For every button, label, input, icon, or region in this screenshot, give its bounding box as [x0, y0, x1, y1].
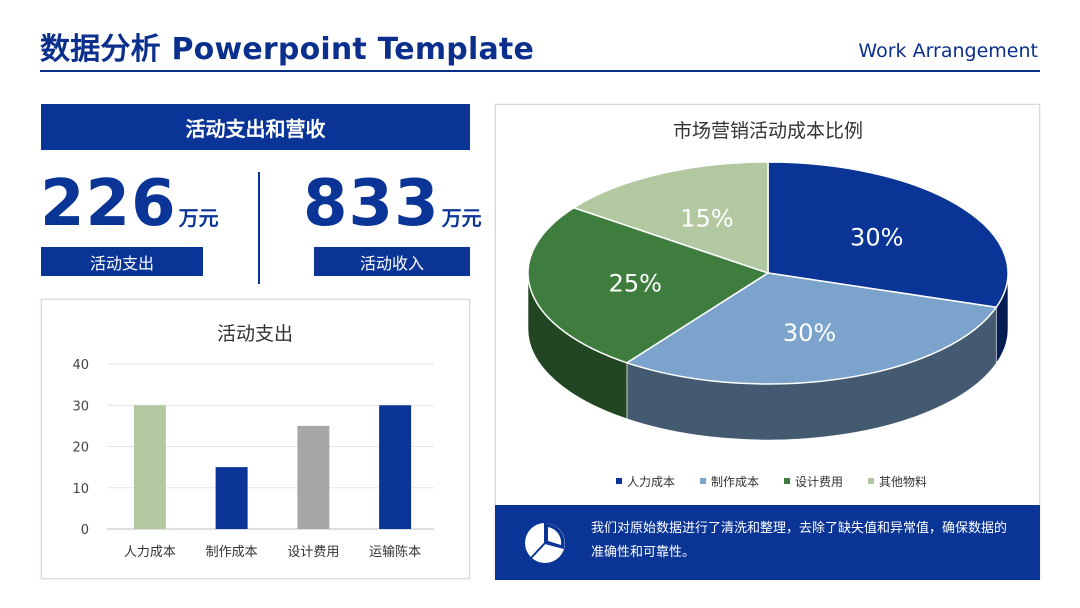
kpi-expense-unit: 万元 [178, 206, 219, 230]
pie-slice [527, 206, 770, 364]
kpi-income-unit: 万元 [441, 206, 482, 230]
pie-legend-swatch [700, 478, 706, 484]
bar-chart-title: 活动支出 [217, 323, 293, 345]
kpi-income: 833 万元 [303, 172, 482, 236]
bar [379, 405, 412, 529]
title-divider [40, 70, 1040, 72]
pie-legend-swatch [616, 478, 622, 484]
kpi-income-value: 833 [303, 167, 440, 241]
pie-chart: 市场营销活动成本比例 30% 30% 25% 15% 人力成本 制作成本 设计费用 其他物料 [527, 120, 1009, 489]
bar-x-tick-label: 人力成本 [124, 545, 176, 560]
pie-data-label: 25% [609, 270, 662, 298]
bar-x-tick-label: 制作成本 [206, 545, 258, 560]
bar-y-tick-label: 20 [72, 441, 89, 456]
kpi-expense: 226 万元 [40, 172, 219, 236]
insight-note-text: 我们对原始数据进行了清洗和整理，去除了缺失值和异常值，确保数据的准确性和可靠性。 [591, 521, 1008, 560]
pie-data-label: 15% [680, 205, 733, 233]
kpi-expense-value: 226 [40, 167, 177, 241]
pie-legend-label: 人力成本 [627, 475, 675, 489]
pie-chart-card: 市场营销活动成本比例 30% 30% 25% 15% 人力成本 制作成本 设计费用 其他物料 [495, 104, 1040, 580]
bar-y-tick-label: 40 [72, 358, 89, 373]
kpi-expense-label: 活动支出 [41, 247, 203, 276]
bar-chart-card: 活动支出 0 10 20 30 40 人力成本 制作成本 设计费用 运输陈本 [41, 299, 470, 579]
bar [133, 405, 166, 529]
pie-chart-icon [525, 523, 565, 563]
bar-chart: 活动支出 0 10 20 30 40 人力成本 制作成本 设计费用 运输陈本 [72, 323, 434, 560]
pie-legend-swatch [868, 478, 874, 484]
pie-data-label: 30% [783, 319, 836, 347]
kpi-income-label: 活动收入 [314, 247, 470, 276]
summary-banner: 活动支出和营收 [41, 104, 470, 150]
bar-x-tick-label: 运输陈本 [369, 544, 421, 560]
insight-note: 我们对原始数据进行了清洗和整理，去除了缺失值和异常值，确保数据的准确性和可靠性。 [495, 505, 1040, 580]
pie-slice [625, 272, 998, 385]
bar-y-tick-label: 10 [72, 482, 89, 497]
kpi-divider [258, 172, 260, 284]
pie-legend-label: 制作成本 [711, 475, 759, 489]
pie-legend-label: 其他物料 [879, 475, 927, 489]
bar [297, 425, 330, 529]
pie-data-label: 30% [850, 223, 903, 251]
pie-slice [767, 161, 1009, 309]
pie-slice [572, 161, 769, 275]
page-subtitle: Work Arrangement [858, 40, 1038, 62]
pie-chart-title: 市场营销活动成本比例 [673, 120, 863, 142]
page-title: 数据分析 Powerpoint Template [40, 32, 534, 67]
pie-legend-swatch [784, 478, 790, 484]
bar-y-tick-label: 30 [72, 399, 89, 414]
pie-legend-label: 设计费用 [795, 475, 843, 489]
bar [215, 467, 248, 529]
bar-x-tick-label: 设计费用 [287, 545, 339, 560]
bar-y-tick-label: 0 [81, 523, 89, 538]
